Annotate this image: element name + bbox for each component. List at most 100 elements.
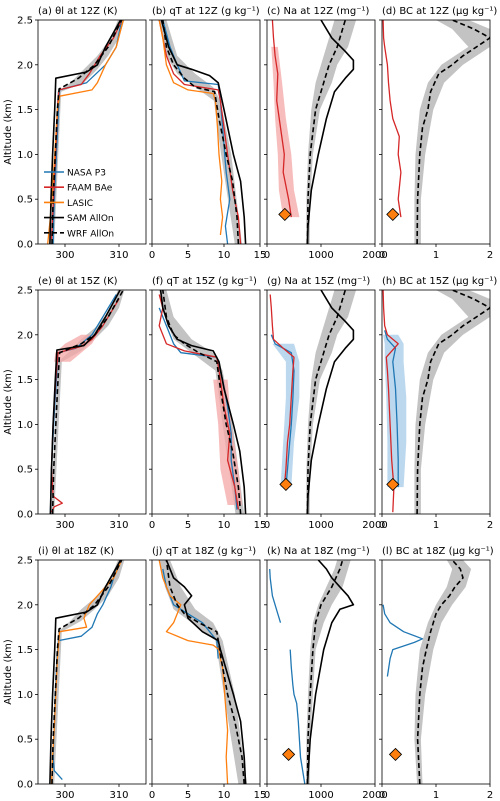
x-tick-label: 0 [379, 520, 385, 531]
y-axis-label: Altitude (km) [3, 639, 14, 705]
y-tick-label: 1.0 [17, 420, 33, 431]
shaded-band [159, 560, 247, 784]
x-tick-label: 300 [55, 790, 74, 801]
y-tick-label: 2.0 [17, 600, 33, 611]
x-tick-label: 10 [218, 250, 231, 261]
x-tick-label: 310 [109, 790, 128, 801]
x-tick-label: 2 [487, 250, 493, 261]
x-tick-label: 15 [254, 520, 267, 531]
legend-label: SAM AllOn [67, 214, 114, 224]
series-line-faam [158, 294, 240, 510]
y-tick-label: 2.0 [17, 330, 33, 341]
axes-frame [266, 559, 376, 785]
series-line-p3 [289, 649, 306, 784]
x-tick-label: 310 [109, 520, 128, 531]
panel: 0 5 10 15 (j) qT at 18Z (g kg⁻¹) [149, 546, 267, 801]
observation-marker [386, 207, 400, 221]
y-axis-label: Altitude (km) [3, 99, 14, 165]
panel: 0 5 10 15 (f) qT at 15Z (g kg⁻¹) [149, 276, 267, 531]
shaded-band [305, 290, 357, 514]
y-tick-label: 0.0 [17, 510, 33, 521]
plot-area [49, 290, 125, 514]
x-tick-label: 2000 [362, 790, 387, 801]
observation-marker [282, 747, 296, 761]
panel: 300 310 0.0 0.5 1.0 1.5 2.0 2.5 (a) θl at 12Z (K… [3, 6, 147, 261]
observation-marker [279, 477, 293, 491]
legend-label: WRF AllOn [67, 229, 114, 239]
series-line-p3 [382, 604, 424, 677]
panel: 0 1 2 (h) BC at 15Z (μg kg⁻¹) [379, 276, 498, 531]
plot-area [382, 20, 490, 244]
plot-area [158, 290, 247, 514]
x-tick-label: 2 [487, 520, 493, 531]
axes-frame [381, 559, 491, 785]
panel-title: (l) BC at 18Z (μg kg⁻¹) [382, 546, 494, 557]
panel: 0 1 2 (d) BC at 12Z (μg kg⁻¹) [379, 6, 498, 261]
panel: 0 1000 2000 (k) Na at 18Z (mg⁻¹) [264, 546, 388, 801]
y-tick-label: 1.5 [17, 645, 33, 656]
panel-title: (f) qT at 15Z (g kg⁻¹) [152, 276, 257, 287]
axes-frame [37, 289, 147, 515]
panel-title: (c) Na at 12Z (mg⁻¹) [267, 6, 370, 17]
series-line-p3 [52, 568, 117, 780]
observation-marker [386, 477, 400, 491]
series-line-sam [160, 20, 247, 244]
plot-area [382, 290, 490, 514]
x-tick-label: 15 [254, 790, 267, 801]
y-tick-label: 0.0 [17, 240, 33, 251]
shaded-band [271, 46, 300, 218]
x-tick-label: 5 [185, 520, 191, 531]
x-tick-label: 0 [149, 790, 155, 801]
y-tick-label: 2.5 [17, 16, 33, 27]
series-line-wrf [306, 290, 347, 514]
axes-frame [151, 289, 261, 515]
x-tick-label: 2 [487, 790, 493, 801]
y-tick-label: 0.5 [17, 465, 33, 476]
series-line-wrf [162, 20, 240, 244]
shaded-band [414, 290, 490, 514]
x-tick-label: 1000 [308, 250, 333, 261]
shaded-band [414, 560, 472, 784]
x-tick-label: 0 [264, 250, 270, 261]
series-line-p3 [269, 568, 282, 623]
series-line-sam [49, 20, 122, 244]
x-tick-label: 2000 [362, 250, 387, 261]
panel-title: (j) qT at 18Z (g kg⁻¹) [152, 546, 256, 557]
x-tick-label: 1 [433, 520, 439, 531]
series-line-faam [269, 294, 295, 488]
shaded-band [414, 20, 490, 244]
panel-title: (a) θl at 12Z (K) [38, 6, 118, 17]
y-axis-label: Altitude (km) [3, 369, 14, 435]
x-tick-label: 0 [264, 520, 270, 531]
x-tick-label: 0 [149, 250, 155, 261]
series-line-p3 [270, 334, 295, 488]
panel: 300 310 0.0 0.5 1.0 1.5 2.0 2.5 (i) θl at 18Z (K… [3, 546, 147, 801]
plot-area [49, 560, 125, 784]
series-line-faam [382, 20, 402, 218]
x-tick-label: 15 [254, 250, 267, 261]
x-tick-label: 2000 [362, 520, 387, 531]
series-line-p3 [384, 330, 399, 488]
shaded-band [213, 379, 242, 505]
y-tick-label: 0.5 [17, 735, 33, 746]
observation-marker [278, 207, 292, 221]
series-line-lasic [158, 560, 229, 784]
y-tick-label: 0.5 [17, 195, 33, 206]
shaded-band [51, 560, 125, 784]
plot-area [47, 20, 125, 244]
series-line-wrf [416, 20, 490, 244]
plot-area [382, 560, 472, 784]
x-tick-label: 1000 [308, 520, 333, 531]
y-tick-label: 2.0 [17, 60, 33, 71]
x-tick-label: 300 [55, 250, 74, 261]
series-line-wrf [51, 20, 123, 244]
series-line-p3 [52, 20, 123, 244]
x-tick-label: 0 [264, 790, 270, 801]
panel-title: (e) θl at 15Z (K) [38, 276, 118, 287]
x-tick-label: 0 [379, 790, 385, 801]
shaded-band [305, 20, 357, 244]
observation-marker [388, 747, 403, 761]
legend-label: LASIC [67, 199, 93, 209]
axes-frame [151, 19, 261, 245]
